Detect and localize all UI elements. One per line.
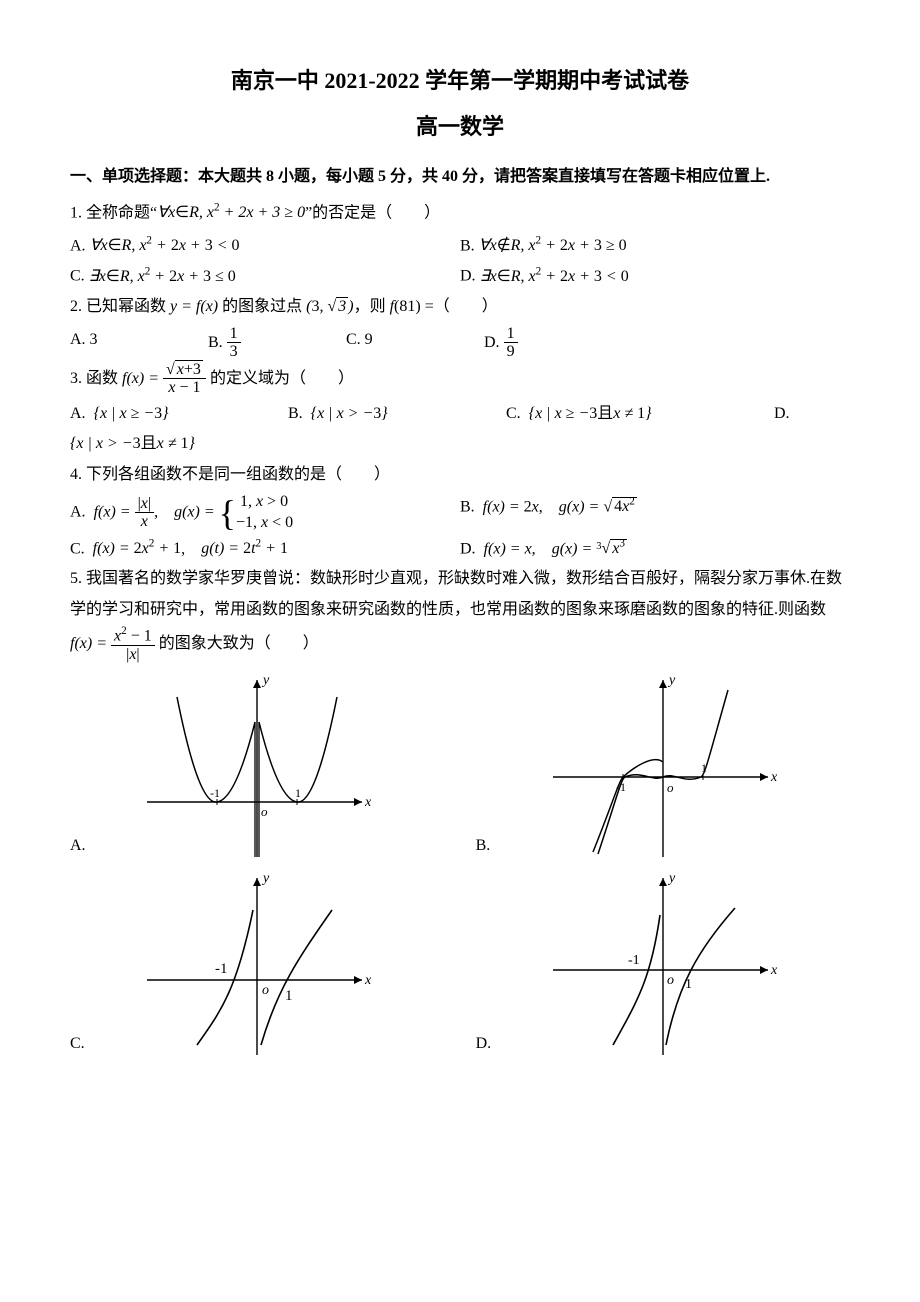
q1-stem-pre: 1. 全称命题“ <box>70 204 157 221</box>
q5-stem-pre: 5. 我国著名的数学家华罗庚曾说：数缺形时少直观，形缺数时难入微，数形结合百般好… <box>70 570 842 617</box>
q1-opt-b: B. ∀x∉R, x2 + 2x + 3 ≥ 0 <box>460 231 850 262</box>
question-4: 4. 下列各组函数不是同一组函数的是（ ） <box>70 460 850 490</box>
q2-opt-d: D. 19 <box>484 325 518 361</box>
q2-options: A. 3 B. 13 C. 9 D. 19 <box>70 325 850 361</box>
q2-opt-a: A. 3 <box>70 325 180 361</box>
q2-opt-c: C. 9 <box>346 325 456 361</box>
q3-opt-d: {x | x > −3且x ≠ 1} <box>70 429 850 459</box>
q5-opt-d-label: D. <box>476 1029 492 1059</box>
q2-point: (3, √3) <box>306 297 353 315</box>
q5-frac: x2 − 1|x| <box>111 625 155 664</box>
svg-text:y: y <box>667 673 676 688</box>
question-1: 1. 全称命题“∀x∈R, x2 + 2x + 3 ≥ 0”的否定是（ ） <box>70 198 850 229</box>
svg-text:x: x <box>364 795 372 810</box>
section-1-heading: 一、单项选择题：本大题共 8 小题，每小题 5 分，共 40 分，请把答案直接填… <box>70 162 850 192</box>
q3-func: f(x) = <box>122 369 163 386</box>
question-3: 3. 函数 f(x) = √x+3x − 1 的定义域为（ ） <box>70 361 850 397</box>
q3-stem-pre: 3. 函数 <box>70 369 122 386</box>
q3-opt-b: B. {x | x > −3} <box>288 399 478 429</box>
page-subtitle: 高一数学 <box>70 106 850 148</box>
svg-text:-1: -1 <box>210 786 220 800</box>
q3-opt-d-label: D. <box>774 399 790 429</box>
q4-opt-b: B. f(x) = 2x, g(x) = √4x2 <box>460 492 850 534</box>
question-5: 5. 我国著名的数学家华罗庚曾说：数缺形时少直观，形缺数时难入微，数形结合百般好… <box>70 564 850 663</box>
svg-text:x: x <box>364 973 372 988</box>
svg-text:o: o <box>667 780 674 795</box>
q5-opt-b-label: B. <box>476 831 491 861</box>
q5-opt-c-label: C. <box>70 1029 85 1059</box>
svg-text:y: y <box>261 871 270 886</box>
svg-text:x: x <box>770 963 778 978</box>
q5-graph-d: x y o -1 1 D. <box>476 870 850 1060</box>
q2-stem-pre: 2. 已知幂函数 <box>70 298 170 315</box>
q4-options-row1: A. f(x) = |x|x, g(x) = { 1, x > 0−1, x <… <box>70 492 850 534</box>
q5-graph-c: x y o -1 1 C. <box>70 870 444 1060</box>
q2-stem-post: ，则 f(81) =（ ） <box>354 298 498 315</box>
svg-text:1: 1 <box>285 988 293 1004</box>
q5-opt-a-label: A. <box>70 831 86 861</box>
q4-options-row2: C. f(x) = 2x2 + 1, g(t) = 2t2 + 1 D. f(x… <box>70 534 850 565</box>
q3-options: A. {x | x ≥ −3} B. {x | x > −3} C. {x | … <box>70 399 850 429</box>
svg-text:y: y <box>261 673 270 688</box>
svg-text:y: y <box>667 871 676 886</box>
svg-text:o: o <box>262 983 269 998</box>
q4-opt-d: D. f(x) = x, g(x) = 3√x3 <box>460 534 850 565</box>
q3-frac: √x+3x − 1 <box>163 361 206 397</box>
q5-graph-row-1: x y o -1 1 A. x y o -1 1 <box>70 672 850 862</box>
q4-opt-c: C. f(x) = 2x2 + 1, g(t) = 2t2 + 1 <box>70 534 460 565</box>
q1-options: A. ∀x∈R, x2 + 2x + 3 < 0 B. ∀x∉R, x2 + 2… <box>70 231 850 292</box>
q2-func: y = f(x) <box>170 298 218 315</box>
q1-opt-a: A. ∀x∈R, x2 + 2x + 3 < 0 <box>70 231 460 262</box>
q3-opt-a: A. {x | x ≥ −3} <box>70 399 260 429</box>
page-title: 南京一中 2021-2022 学年第一学期期中考试试卷 <box>70 60 850 102</box>
q5-graph-b: x y o -1 1 B. <box>476 672 850 862</box>
q3-stem-post: 的定义域为（ ） <box>206 369 354 386</box>
q2-opt-b: B. 13 <box>208 325 318 361</box>
svg-text:o: o <box>261 804 268 819</box>
q2-stem-mid: 的图象过点 <box>218 298 306 315</box>
q5-graph-a: x y o -1 1 A. <box>70 672 444 862</box>
q3-opt-c: C. {x | x ≥ −3且x ≠ 1} <box>506 399 746 429</box>
q5-graph-row-2: x y o -1 1 C. x y o -1 1 D. <box>70 870 850 1060</box>
svg-text:o: o <box>667 973 674 988</box>
svg-text:-1: -1 <box>628 953 640 968</box>
svg-text:1: 1 <box>295 786 301 800</box>
q4-opt-a: A. f(x) = |x|x, g(x) = { 1, x > 0−1, x <… <box>70 492 460 534</box>
q1-stem-math: ∀x∈R, x2 + 2x + 3 ≥ 0 <box>157 204 305 221</box>
q5-stem-post: 的图象大致为（ ） <box>155 635 319 652</box>
svg-text:-1: -1 <box>215 961 228 977</box>
question-2: 2. 已知幂函数 y = f(x) 的图象过点 (3, √3)，则 f(81) … <box>70 292 850 322</box>
q1-opt-c: C. ∃x∈R, x2 + 2x + 3 ≤ 0 <box>70 261 460 292</box>
svg-text:x: x <box>770 770 778 785</box>
q1-opt-d: D. ∃x∈R, x2 + 2x + 3 < 0 <box>460 261 850 292</box>
q5-func: f(x) = <box>70 635 111 652</box>
q1-stem-post: ”的否定是（ ） <box>305 204 440 221</box>
